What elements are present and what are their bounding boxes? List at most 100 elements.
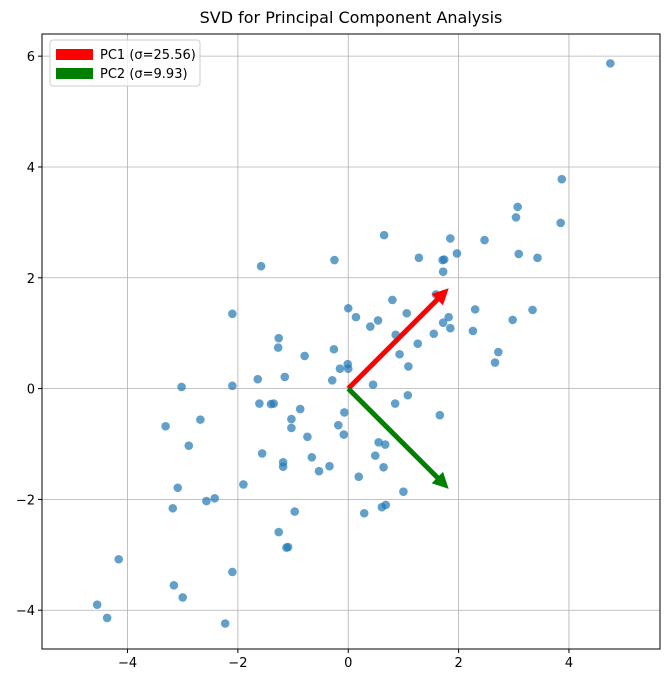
scatter-point <box>253 374 263 384</box>
scatter-point <box>255 399 264 408</box>
scatter-point <box>290 507 300 516</box>
scatter-points <box>92 59 615 628</box>
scatter-point <box>256 261 266 271</box>
scatter-point <box>177 382 186 392</box>
scatter-point <box>395 349 404 359</box>
pc1-arrow <box>346 288 449 391</box>
y-tick-label: −2 <box>16 493 35 508</box>
legend-swatch-pc1 <box>56 49 93 60</box>
y-tick-label: 0 <box>27 383 35 398</box>
scatter-point <box>379 230 389 240</box>
scatter-point <box>228 309 237 319</box>
scatter-point <box>300 351 309 361</box>
scatter-point <box>403 390 413 400</box>
scatter-point <box>334 420 343 430</box>
scatter-point <box>379 462 388 472</box>
scatter-point <box>330 255 339 265</box>
scatter-point <box>287 423 296 433</box>
scatter-point <box>239 480 248 489</box>
y-tick-label: −4 <box>16 604 35 619</box>
scatter-point <box>295 404 305 414</box>
scatter-point <box>228 381 237 391</box>
scatter-point <box>359 508 369 518</box>
x-tick-label: 0 <box>344 656 352 671</box>
x-tick-label: −4 <box>118 656 137 671</box>
scatter-point <box>414 253 424 263</box>
scatter-point <box>161 421 170 431</box>
scatter-point <box>494 347 503 357</box>
scatter-point <box>274 333 284 343</box>
x-tick-label: −2 <box>228 656 247 671</box>
scatter-point <box>368 380 378 390</box>
scatter-point <box>274 527 284 537</box>
scatter-point <box>354 472 364 481</box>
pc2-arrow <box>346 386 449 489</box>
legend: PC1 (σ=25.56) PC2 (σ=9.93) <box>49 39 201 87</box>
scatter-point <box>373 316 383 325</box>
legend-label-pc1: PC1 (σ=25.56) <box>100 48 196 63</box>
scatter-point <box>340 408 349 417</box>
scatter-point <box>377 502 387 512</box>
scatter-point <box>556 218 565 228</box>
grid-lines <box>42 34 660 649</box>
scatter-point <box>438 318 448 327</box>
scatter-point <box>102 613 112 623</box>
scatter-point <box>114 554 123 564</box>
scatter-point <box>528 305 537 315</box>
scatter-point <box>343 364 353 373</box>
y-tick-label: 4 <box>27 161 35 176</box>
scatter-point <box>413 339 423 349</box>
scatter-point <box>303 432 312 442</box>
scatter-point <box>366 322 375 331</box>
scatter-point <box>438 255 447 265</box>
scatter-point <box>327 375 337 385</box>
scatter-point <box>257 449 267 458</box>
scatter-point <box>325 461 334 471</box>
scatter-point <box>508 315 517 325</box>
scatter-point <box>404 362 413 371</box>
scatter-point <box>273 343 283 352</box>
scatter-point <box>399 487 408 496</box>
scatter-point <box>446 234 455 243</box>
scatter-point <box>92 600 102 609</box>
scatter-point <box>314 466 324 476</box>
legend-label-pc2: PC2 (σ=9.93) <box>100 67 188 82</box>
plot-frame <box>41 33 661 650</box>
scatter-point <box>343 303 353 313</box>
scatter-point <box>278 462 288 472</box>
y-tick-label: 6 <box>27 50 35 65</box>
scatter-point <box>380 440 390 449</box>
scatter-point <box>169 580 179 590</box>
scatter-point <box>606 59 615 68</box>
scatter-point <box>329 344 339 354</box>
scatter-point <box>514 249 524 259</box>
scatter-point <box>429 329 439 339</box>
scatter-point <box>335 364 345 373</box>
scatter-point <box>446 323 455 333</box>
scatter-point <box>480 235 489 245</box>
scatter-point <box>287 414 296 424</box>
scatter-point <box>280 372 290 382</box>
scatter-point <box>282 543 291 552</box>
scatter-point <box>339 430 349 439</box>
x-tick-label: 2 <box>454 656 462 671</box>
pc-arrows <box>346 288 449 489</box>
scatter-point <box>435 410 445 420</box>
legend-swatch-pc2 <box>56 68 93 79</box>
scatter-point <box>228 567 237 577</box>
scatter-point <box>307 452 317 462</box>
scatter-point <box>351 312 361 322</box>
scatter-point <box>402 308 412 318</box>
scatter-point <box>168 503 178 513</box>
scatter-point <box>533 253 542 263</box>
scatter-point <box>390 399 400 408</box>
scatter-point <box>557 174 567 184</box>
axis-ticks: −4 −2 0 2 4 −4 −2 0 2 4 6 <box>16 50 573 671</box>
scatter-point <box>220 619 230 628</box>
scatter-point <box>511 213 521 222</box>
scatter-point <box>468 326 478 336</box>
scatter-point <box>178 593 188 602</box>
scatter-point <box>196 415 205 424</box>
scatter-point <box>202 496 211 506</box>
